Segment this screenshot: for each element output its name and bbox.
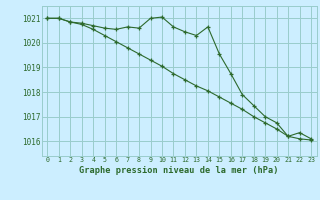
- X-axis label: Graphe pression niveau de la mer (hPa): Graphe pression niveau de la mer (hPa): [79, 166, 279, 175]
